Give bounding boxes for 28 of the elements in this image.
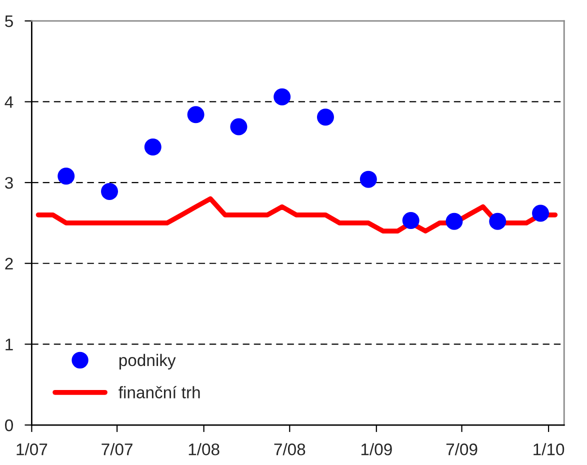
- x-tick-label: 7/09: [446, 443, 478, 456]
- x-tick-label: 7/08: [274, 443, 306, 456]
- point: [532, 204, 550, 222]
- line-series: [36, 196, 558, 234]
- x-tick-label: 1/07: [16, 443, 48, 456]
- y-tick-label: 4: [4, 96, 14, 108]
- y-tick-label: 1: [6, 338, 13, 350]
- point: [58, 168, 75, 185]
- point: [187, 106, 204, 124]
- x-tick-label: 1/10: [534, 443, 564, 456]
- legend-label: podniky: [119, 354, 176, 370]
- point: [316, 108, 334, 126]
- x-tick-label: 1/09: [361, 443, 392, 456]
- point: [402, 212, 420, 230]
- y-tick-label: 5: [5, 16, 13, 28]
- point: [274, 88, 291, 106]
- point: [360, 170, 377, 188]
- point: [144, 138, 162, 156]
- point: [101, 182, 118, 200]
- y-tick-label: 0: [5, 419, 13, 432]
- x-tick-label: 1/08: [188, 443, 220, 456]
- point: [489, 212, 506, 230]
- y-tick-label: 3: [5, 176, 13, 189]
- x-tick-label: 7/07: [102, 443, 132, 456]
- point: [446, 212, 463, 230]
- y-tick-label: 2: [5, 258, 13, 270]
- legend-label: finanční trh: [118, 386, 200, 398]
- point: [230, 118, 248, 136]
